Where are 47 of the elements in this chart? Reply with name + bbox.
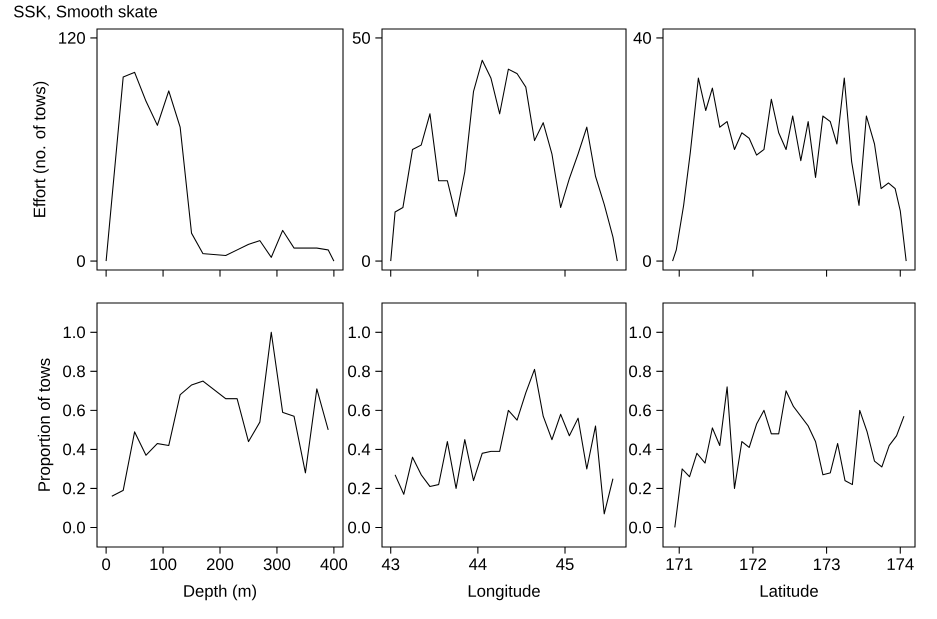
y-tick-label: 0.2: [348, 482, 370, 494]
y-tick-label: 0.2: [629, 482, 651, 494]
x-tick-label: 45: [556, 558, 574, 570]
y-tick-label: 1.0: [348, 326, 370, 338]
x-tick-label: 173: [814, 558, 840, 570]
y-axis-title: Proportion of tows: [38, 358, 54, 491]
y-tick-label: 1.0: [64, 326, 85, 338]
y-tick-label: 0.4: [629, 444, 652, 456]
y-tick-label: 0.8: [629, 365, 651, 378]
y-tick-label: 1.0: [630, 326, 651, 338]
x-tick-label: 200: [206, 558, 234, 570]
y-tick-label: 0.8: [348, 365, 370, 378]
y-tick-label: 40: [633, 32, 651, 44]
y-tick-label: 0.2: [63, 482, 85, 494]
x-tick-label: 100: [150, 558, 176, 570]
x-axis-title: Depth (m): [184, 584, 256, 600]
line-series: [394, 368, 614, 514]
x-tick-label: 172: [740, 558, 766, 570]
line-series: [674, 386, 904, 528]
y-tick-label: 0.6: [629, 404, 651, 416]
y-tick-label: 0.0: [629, 522, 651, 534]
line-series: [672, 78, 907, 262]
y-tick-label: 0: [77, 255, 85, 267]
y-tick-label: 0.0: [348, 522, 370, 534]
y-tick-label: 0.0: [63, 522, 85, 534]
y-tick-label: 50: [352, 32, 370, 44]
x-tick-label: 43: [382, 558, 400, 570]
y-tick-label: 0: [362, 255, 370, 267]
x-axis-title: Longitude: [468, 584, 540, 600]
y-tick-label: 0.6: [348, 404, 370, 416]
chart-title: SSK, Smooth skate: [14, 5, 158, 20]
x-tick-label: 300: [264, 558, 290, 570]
line-series: [111, 332, 329, 497]
y-tick-label: 120: [59, 32, 85, 44]
line-series: [390, 60, 618, 262]
y-tick-label: 0.4: [348, 444, 370, 456]
y-tick-label: 0.8: [63, 365, 85, 378]
x-axis-title: Latitude: [760, 584, 818, 597]
x-tick-label: 400: [320, 558, 348, 570]
x-tick-label: 0: [102, 558, 110, 570]
x-tick-label: 171: [666, 558, 692, 570]
y-tick-label: 0.6: [63, 404, 85, 416]
y-tick-label: 0: [643, 255, 651, 267]
y-tick-label: 0.4: [63, 444, 86, 456]
x-tick-label: 44: [468, 558, 487, 570]
y-axis-title: Effort (no. of tows): [33, 82, 49, 217]
x-tick-label: 174: [888, 558, 914, 570]
